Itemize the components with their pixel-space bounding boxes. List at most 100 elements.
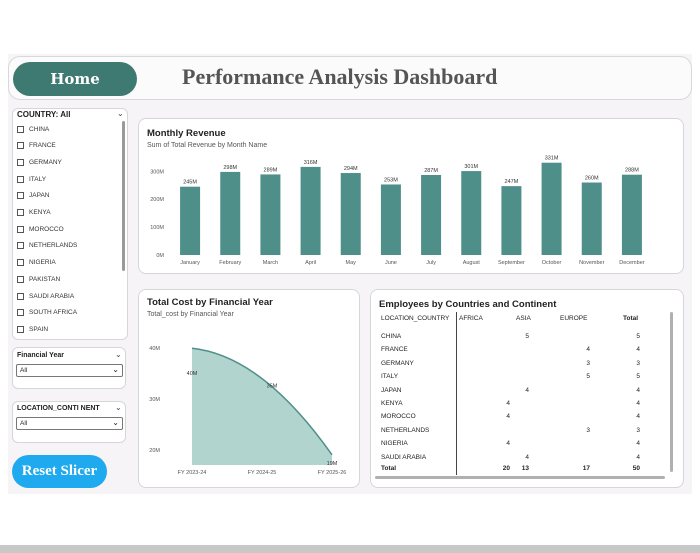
country-option[interactable]: MOROCCO: [17, 223, 64, 235]
x-tick-label: July: [426, 260, 436, 266]
table-cell: GERMANY: [381, 359, 414, 367]
country-option[interactable]: SAUDI ARABIA: [17, 290, 74, 302]
revenue-bar: [461, 171, 482, 255]
revenue-bar: [541, 162, 562, 255]
revenue-bar: [581, 182, 602, 255]
y-tick-label: 40M: [149, 346, 160, 352]
chevron-down-icon[interactable]: ⌄: [115, 403, 122, 412]
x-tick-label: FY 2024-25: [248, 470, 277, 476]
country-option[interactable]: PAKISTAN: [17, 273, 60, 285]
y-tick-label: 200M: [150, 197, 164, 203]
table-header-cell: EUROPE: [560, 315, 588, 322]
country-option[interactable]: NIGERIA: [17, 257, 56, 269]
table-cell: 4: [525, 386, 529, 394]
country-option-label: SAUDI ARABIA: [29, 292, 75, 300]
location-continent-value: All: [20, 420, 28, 427]
country-option-label: JAPAN: [29, 192, 50, 200]
x-tick-label: April: [305, 260, 316, 266]
checkbox[interactable]: [17, 225, 24, 233]
country-option-label: MOROCCO: [29, 225, 64, 233]
table-header-cell: LOCATION_COUNTRY: [381, 315, 450, 322]
financial-year-value: All: [20, 367, 28, 374]
table-cell: 4: [525, 453, 529, 461]
checkbox[interactable]: [17, 209, 24, 216]
data-label: 260M: [585, 176, 599, 182]
employees-card: [370, 289, 684, 488]
revenue-bar: [180, 186, 201, 255]
checkbox[interactable]: [17, 325, 24, 333]
x-tick-label: January: [180, 260, 200, 266]
table-cell: 4: [636, 386, 640, 394]
slicer-scrollbar[interactable]: [122, 121, 125, 271]
x-tick-label: May: [346, 260, 357, 266]
data-label: 40M: [187, 371, 198, 377]
revenue-bar: [501, 186, 522, 255]
checkbox[interactable]: [17, 125, 24, 133]
data-label: 294M: [344, 166, 358, 172]
data-label: 301M: [464, 164, 478, 170]
country-option[interactable]: NETHERLANDS: [17, 240, 77, 252]
table-header-cell: Total: [623, 315, 639, 322]
checkbox[interactable]: [17, 192, 24, 200]
table-cell: 5: [525, 333, 529, 340]
x-tick-label: June: [385, 260, 397, 266]
revenue-bar: [260, 174, 281, 255]
country-option[interactable]: GERMANY: [17, 156, 62, 168]
chevron-down-icon: ⌄: [112, 418, 119, 427]
country-slicer-label: COUNTRY: All: [17, 110, 71, 119]
chevron-down-icon: ⌄: [112, 365, 119, 374]
checkbox[interactable]: [17, 175, 24, 183]
checkbox[interactable]: [17, 292, 24, 300]
country-option[interactable]: FRANCE: [17, 140, 56, 152]
country-option[interactable]: SOUTH AFRICA: [17, 307, 77, 319]
table-header-cell: AFRICA: [459, 315, 483, 322]
revenue-bar: [340, 173, 361, 255]
checkbox[interactable]: [17, 275, 24, 283]
country-option-label: NIGERIA: [29, 259, 56, 267]
x-tick-label: FY 2023-24: [178, 470, 207, 476]
country-option-label: KENYA: [29, 209, 51, 216]
country-option[interactable]: SPAIN: [17, 323, 48, 335]
country-option-label: CHINA: [29, 125, 50, 133]
table-cell: 4: [506, 413, 510, 421]
cost-area: [192, 348, 332, 465]
checkbox[interactable]: [17, 242, 24, 250]
x-tick-label: December: [619, 260, 645, 266]
chevron-down-icon[interactable]: ⌄: [117, 109, 124, 118]
country-option[interactable]: CHINA: [17, 123, 49, 135]
y-tick-label: 100M: [150, 225, 164, 231]
country-option[interactable]: ITALY: [17, 173, 46, 185]
data-label: 19M: [327, 461, 338, 467]
financial-year-select[interactable]: All ⌄: [16, 364, 123, 377]
home-button[interactable]: Home: [13, 62, 137, 96]
total-cost-chart: 20M 30M 40M 40M 35M 19M FY 2023-24 FY 2024-25 FY…: [149, 346, 347, 476]
checkbox[interactable]: [17, 259, 24, 267]
table-scrollbar[interactable]: [670, 312, 673, 472]
revenue-bar: [380, 184, 401, 255]
country-option[interactable]: JAPAN: [17, 190, 49, 202]
country-option[interactable]: KENYA: [17, 207, 51, 219]
data-label: 35M: [267, 384, 278, 390]
data-label: 288M: [625, 168, 639, 174]
table-cell: 5: [636, 373, 640, 381]
checkbox[interactable]: [17, 158, 24, 166]
table-cell: NETHERLANDS: [381, 426, 430, 434]
data-label: 331M: [545, 156, 559, 162]
country-option-label: PAKISTAN: [29, 275, 61, 283]
location-continent-select[interactable]: All ⌄: [16, 417, 123, 430]
revenue-chart-subtitle: Sum of Total Revenue by Month Name: [147, 142, 268, 149]
x-tick-label: FY 2025-26: [318, 470, 347, 476]
table-horizontal-scrollbar[interactable]: [375, 476, 665, 479]
checkbox[interactable]: [17, 309, 24, 317]
table-cell: 4: [506, 400, 510, 407]
table-cell: 3: [636, 426, 640, 434]
table-cell: JAPAN: [381, 386, 402, 394]
reset-slicer-button[interactable]: Reset Slicer: [12, 455, 107, 488]
country-option-label: FRANCE: [29, 142, 56, 150]
chevron-down-icon[interactable]: ⌄: [115, 350, 122, 359]
table-cell: 3: [586, 359, 590, 367]
table-cell: FRANCE: [381, 346, 408, 354]
checkbox[interactable]: [17, 142, 24, 150]
y-tick-label: 0M: [156, 253, 164, 259]
revenue-bar: [421, 174, 442, 255]
